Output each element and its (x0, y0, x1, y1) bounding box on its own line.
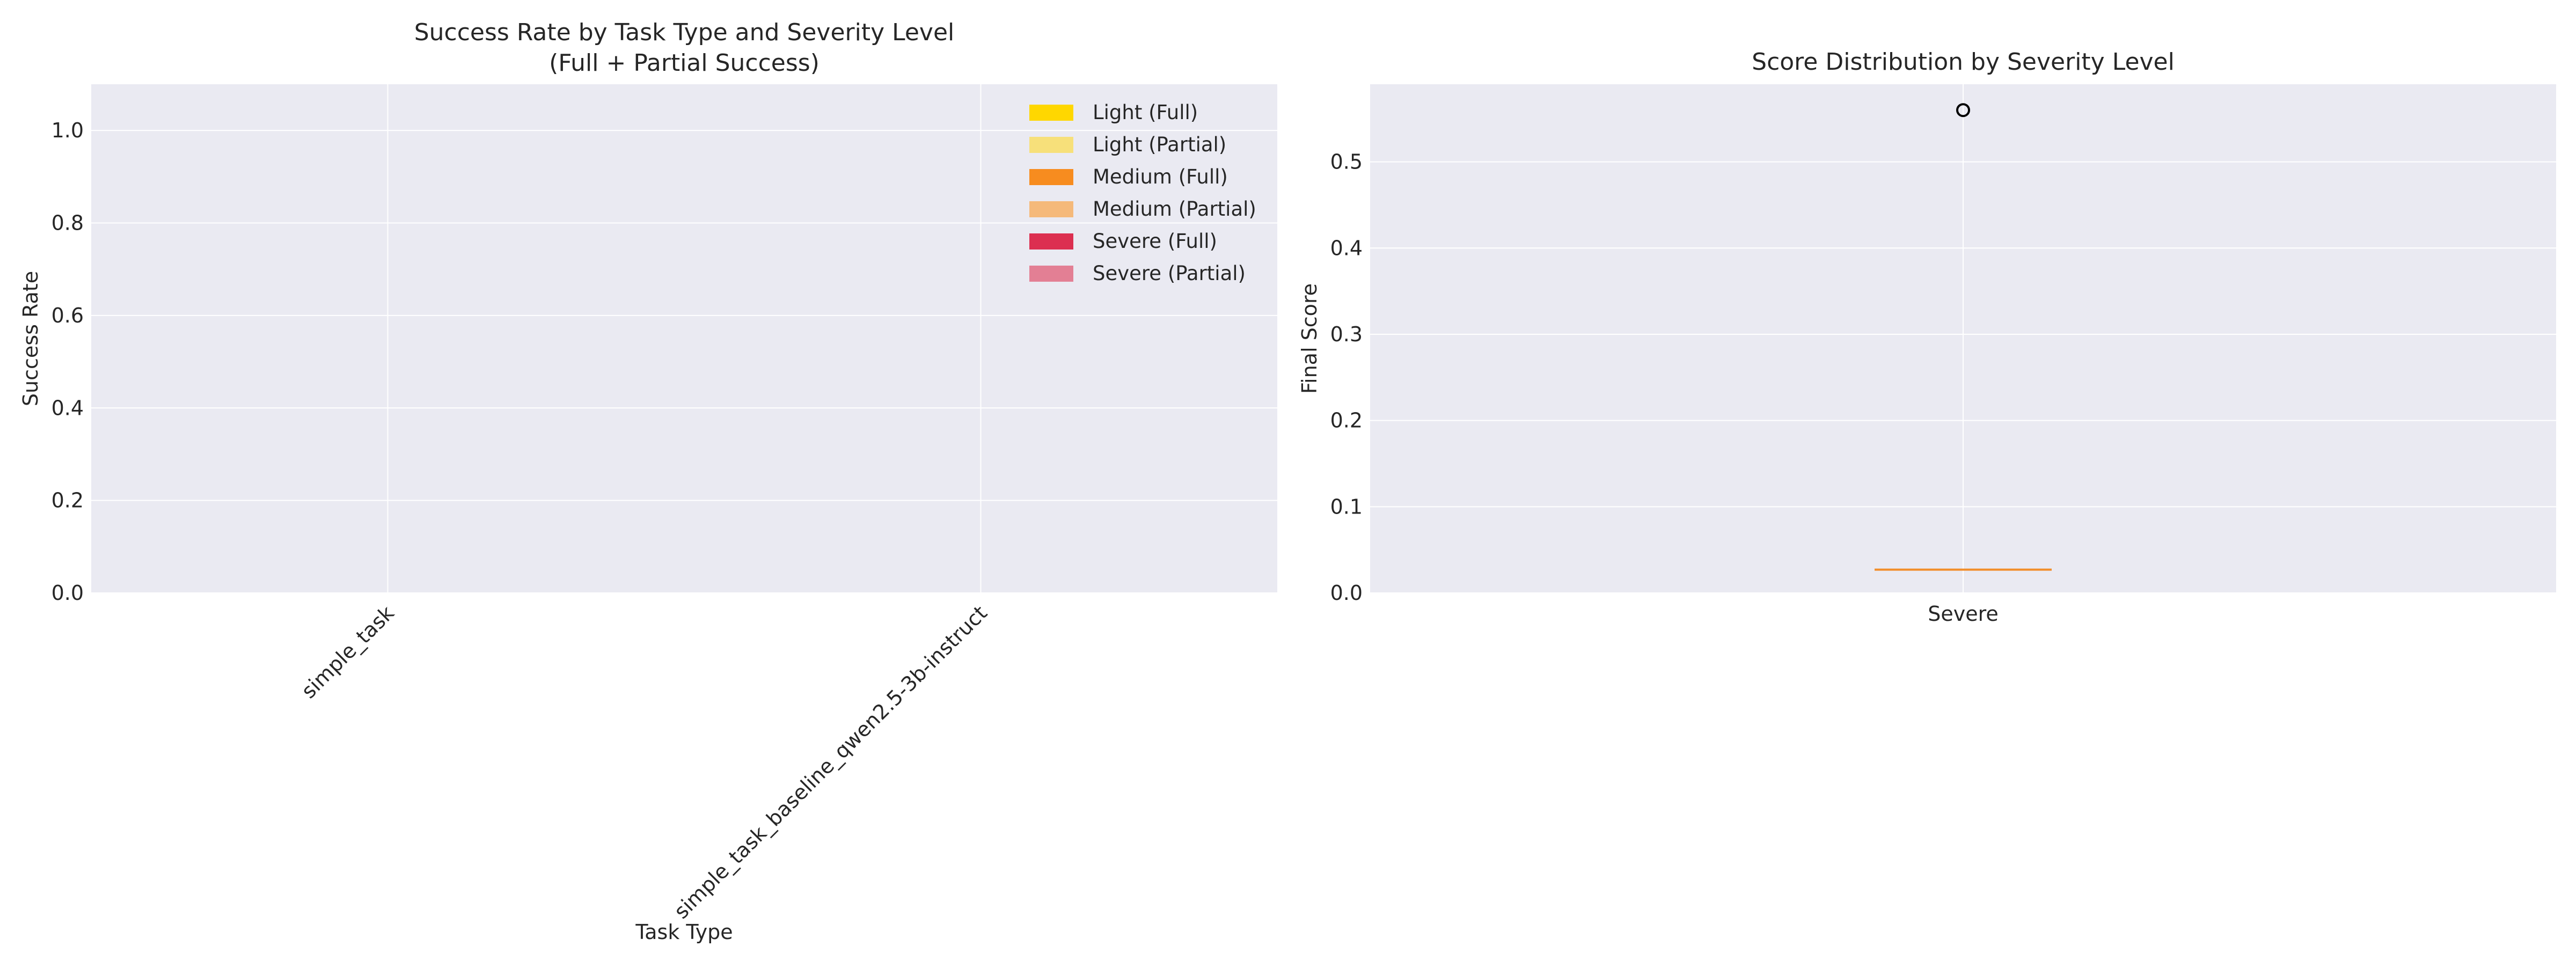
left-chart-title: Success Rate by Task Type and Severity L… (414, 19, 955, 46)
left-y-tick-label: 0.0 (52, 581, 84, 605)
right-x-tick-label: Severe (1928, 602, 1999, 626)
left-y-tick-label: 0.4 (52, 396, 84, 420)
legend-swatch (1029, 233, 1073, 250)
success-rate-chart: 0.00.20.40.60.81.0 simple_task simple_tas… (19, 19, 1277, 944)
right-y-tick-label: 0.2 (1330, 409, 1363, 432)
right-chart-title: Score Distribution by Severity Level (1752, 48, 2175, 76)
legend-label: Medium (Partial) (1093, 197, 1256, 221)
legend-label: Medium (Full) (1093, 165, 1228, 188)
legend-swatch (1029, 137, 1073, 153)
left-y-tick-label: 1.0 (52, 119, 84, 142)
left-legend: Light (Full) Light (Partial) Medium (Full)… (1029, 101, 1256, 285)
right-y-tick-label: 0.0 (1330, 581, 1363, 605)
right-y-axis-label: Final Score (1298, 283, 1321, 394)
left-y-tick-label: 0.6 (52, 304, 84, 327)
right-y-tick-label: 0.3 (1330, 322, 1363, 346)
legend-label: Light (Partial) (1093, 133, 1226, 156)
left-plot-area (91, 84, 1277, 593)
legend-label: Severe (Partial) (1093, 262, 1246, 285)
score-distribution-chart: 0.0 0.1 0.2 0.3 0.4 0.5 Severe Score Distribu… (1298, 48, 2556, 626)
left-x-tick-label: simple_task_baseline_qwen2.5-3b-instruct (669, 601, 992, 923)
left-x-ticks: simple_task simple_task_baseline_qwen2.5-… (297, 601, 992, 923)
left-y-tick-label: 0.8 (52, 211, 84, 235)
left-y-tick-label: 0.2 (52, 489, 84, 512)
right-y-ticks: 0.0 0.1 0.2 0.3 0.4 0.5 (1330, 150, 1363, 605)
left-chart-subtitle: (Full + Partial Success) (549, 49, 819, 77)
box-outlier (1956, 103, 1970, 118)
left-y-axis-label: Success Rate (19, 271, 42, 406)
legend-label: Light (Full) (1093, 101, 1198, 124)
left-x-axis-label: Task Type (635, 920, 733, 944)
left-gridlines (91, 130, 1277, 593)
right-y-tick-label: 0.4 (1330, 236, 1363, 260)
legend-label: Severe (Full) (1093, 230, 1217, 253)
right-boxes (1875, 103, 2052, 571)
right-y-tick-label: 0.5 (1330, 150, 1363, 174)
right-x-ticks: Severe (1928, 602, 1999, 626)
right-y-tick-label: 0.1 (1330, 495, 1363, 518)
legend-swatch (1029, 105, 1073, 121)
legend-swatch (1029, 169, 1073, 185)
left-category-lines (387, 84, 982, 593)
legend-swatch (1029, 201, 1073, 217)
left-y-ticks: 0.0 0.2 0.4 0.6 0.8 1.0 (52, 119, 84, 605)
legend-swatch (1029, 266, 1073, 282)
left-x-tick-label: simple_task (297, 601, 399, 703)
